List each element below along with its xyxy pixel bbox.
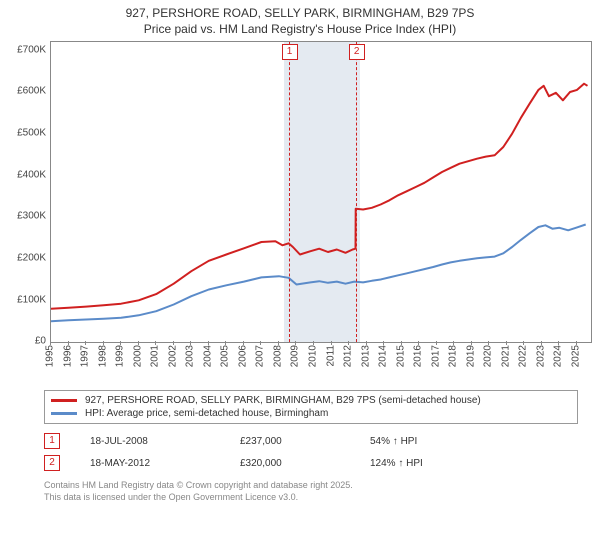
- series-svg: [51, 42, 591, 342]
- x-tick-label: 2002: [167, 345, 178, 367]
- x-tick-label: 2012: [343, 345, 354, 367]
- y-tick-label: £300K: [17, 211, 46, 222]
- sale-price: £320,000: [240, 458, 370, 469]
- sale-marker-ref: 1: [44, 433, 60, 449]
- x-tick-label: 2008: [272, 345, 283, 367]
- sale-marker-line: [289, 42, 290, 342]
- x-tick-label: 2021: [500, 345, 511, 367]
- sale-date: 18-MAY-2012: [90, 458, 240, 469]
- x-tick-label: 2009: [290, 345, 301, 367]
- x-tick-label: 2016: [413, 345, 424, 367]
- sale-hpi-change: 54% ↑ HPI: [370, 436, 564, 447]
- y-axis: £0£100K£200K£300K£400K£500K£600K£700K: [10, 41, 50, 341]
- legend-label: 927, PERSHORE ROAD, SELLY PARK, BIRMINGH…: [85, 395, 481, 406]
- x-tick-label: 1995: [45, 345, 56, 367]
- y-tick-label: £600K: [17, 86, 46, 97]
- title-line1: 927, PERSHORE ROAD, SELLY PARK, BIRMINGH…: [0, 6, 600, 22]
- x-tick-label: 2019: [465, 345, 476, 367]
- x-tick-label: 2015: [395, 345, 406, 367]
- sale-row: 1 18-JUL-2008£237,00054% ↑ HPI: [44, 430, 564, 452]
- plot-area: 12: [50, 41, 592, 343]
- legend-label: HPI: Average price, semi-detached house,…: [85, 408, 328, 419]
- legend-swatch: [51, 399, 77, 402]
- x-tick-label: 2001: [150, 345, 161, 367]
- x-tick-label: 2005: [220, 345, 231, 367]
- series-line: [51, 84, 588, 309]
- sales-table: 1 18-JUL-2008£237,00054% ↑ HPI 2 18-MAY-201…: [44, 430, 564, 474]
- chart-title: 927, PERSHORE ROAD, SELLY PARK, BIRMINGH…: [0, 0, 600, 39]
- sale-marker-box: 2: [349, 44, 365, 60]
- y-tick-label: £100K: [17, 294, 46, 305]
- sale-marker-ref: 2: [44, 455, 60, 471]
- y-tick-label: £500K: [17, 127, 46, 138]
- x-tick-label: 2020: [483, 345, 494, 367]
- series-line: [51, 225, 586, 322]
- x-tick-label: 2010: [307, 345, 318, 367]
- x-tick-label: 2006: [237, 345, 248, 367]
- chart-container: £0£100K£200K£300K£400K£500K£600K£700K 12…: [10, 41, 595, 386]
- sale-marker-box: 1: [282, 44, 298, 60]
- y-tick-label: £200K: [17, 252, 46, 263]
- footer-line2: This data is licensed under the Open Gov…: [44, 492, 600, 504]
- x-tick-label: 2023: [535, 345, 546, 367]
- x-tick-label: 2000: [132, 345, 143, 367]
- footer-line1: Contains HM Land Registry data © Crown c…: [44, 480, 600, 492]
- legend-swatch: [51, 412, 77, 415]
- x-tick-label: 2024: [553, 345, 564, 367]
- x-tick-label: 2007: [255, 345, 266, 367]
- sale-price: £237,000: [240, 436, 370, 447]
- x-tick-label: 2017: [430, 345, 441, 367]
- sale-date: 18-JUL-2008: [90, 436, 240, 447]
- x-tick-label: 1999: [115, 345, 126, 367]
- x-tick-label: 2003: [185, 345, 196, 367]
- x-tick-label: 1996: [62, 345, 73, 367]
- footer-attribution: Contains HM Land Registry data © Crown c…: [44, 480, 600, 503]
- y-tick-label: £700K: [17, 44, 46, 55]
- legend-item: HPI: Average price, semi-detached house,…: [51, 407, 571, 420]
- x-tick-label: 2014: [378, 345, 389, 367]
- x-tick-label: 1997: [80, 345, 91, 367]
- x-tick-label: 2013: [360, 345, 371, 367]
- x-tick-label: 2004: [202, 345, 213, 367]
- sale-row: 2 18-MAY-2012£320,000124% ↑ HPI: [44, 452, 564, 474]
- legend: 927, PERSHORE ROAD, SELLY PARK, BIRMINGH…: [44, 390, 578, 424]
- legend-item: 927, PERSHORE ROAD, SELLY PARK, BIRMINGH…: [51, 394, 571, 407]
- x-tick-label: 1998: [97, 345, 108, 367]
- x-tick-label: 2022: [518, 345, 529, 367]
- x-tick-label: 2011: [325, 345, 336, 367]
- sale-hpi-change: 124% ↑ HPI: [370, 458, 564, 469]
- y-tick-label: £400K: [17, 169, 46, 180]
- x-axis: 1995199619971998199920002001200220032004…: [50, 341, 590, 383]
- title-line2: Price paid vs. HM Land Registry's House …: [0, 22, 600, 38]
- x-tick-label: 2018: [448, 345, 459, 367]
- sale-marker-line: [356, 42, 357, 342]
- x-tick-label: 2025: [570, 345, 581, 367]
